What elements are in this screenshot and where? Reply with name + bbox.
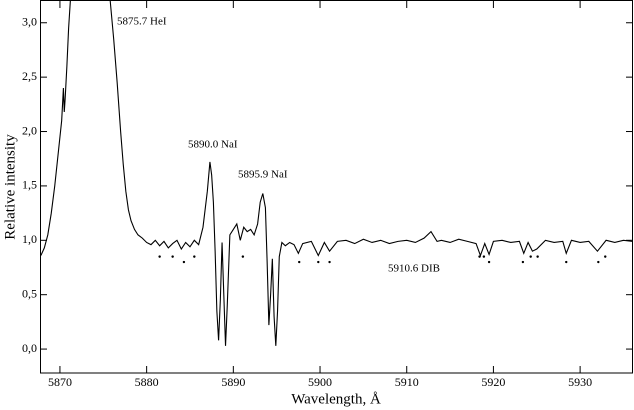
x-tick-label: 5910 <box>395 375 419 389</box>
line-marker <box>328 260 331 264</box>
line-marker <box>317 260 320 264</box>
annotation: 5910.6 DIB <box>388 263 440 275</box>
line-marker <box>597 260 600 264</box>
line-marker <box>529 255 532 258</box>
x-axis-title: Wavelength, Å <box>291 391 381 407</box>
x-tick-label: 5870 <box>48 375 72 389</box>
annotation: 5895.9 NaI <box>238 169 288 181</box>
y-tick-label: 2,0 <box>22 123 37 137</box>
line-marker <box>182 260 186 264</box>
line-marker <box>298 260 301 264</box>
x-tick-label: 5890 <box>221 375 245 389</box>
y-tick-label: 0,5 <box>22 286 37 300</box>
annotation: 5890.0 NaI <box>188 139 238 151</box>
x-tick-label: 5930 <box>568 375 592 389</box>
line-marker <box>604 255 607 258</box>
line-marker <box>536 255 539 258</box>
x-tick-label: 5920 <box>481 375 505 389</box>
line-marker <box>193 255 196 258</box>
line-marker <box>241 255 245 258</box>
spectrum-line <box>40 1 633 346</box>
line-marker <box>521 260 525 264</box>
y-tick-label: 3,0 <box>22 15 37 29</box>
line-marker <box>482 255 486 258</box>
annotation: 5875.7 HeI <box>117 16 167 28</box>
y-tick-label: 2,5 <box>22 69 37 83</box>
line-marker <box>171 255 174 258</box>
y-tick-label: 1,5 <box>22 178 37 192</box>
line-marker <box>478 255 481 258</box>
line-marker <box>487 260 491 264</box>
y-tick-label: 0,0 <box>22 341 37 355</box>
y-axis-title: Relative intensity <box>2 134 18 240</box>
plot-frame <box>40 0 633 374</box>
line-marker <box>158 255 161 258</box>
x-tick-label: 5900 <box>308 375 332 389</box>
line-marker <box>565 260 568 264</box>
y-tick-label: 1,0 <box>22 232 37 246</box>
x-tick-label: 5880 <box>135 375 159 389</box>
